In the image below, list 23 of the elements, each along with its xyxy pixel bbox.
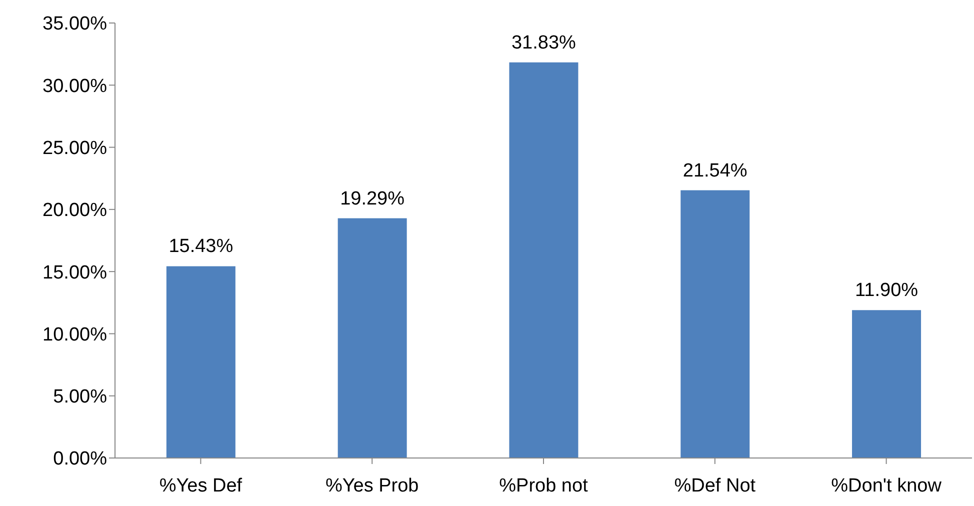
bar xyxy=(680,190,750,458)
data-label: 31.83% xyxy=(511,32,576,54)
bar xyxy=(166,266,236,458)
y-tick-label: 5.00% xyxy=(53,386,108,408)
x-tick-label: %Yes Prob xyxy=(325,475,419,496)
data-label: 15.43% xyxy=(168,236,234,258)
y-tick-label: 20.00% xyxy=(42,200,108,222)
y-tick-label: 10.00% xyxy=(42,324,108,346)
data-label: 21.54% xyxy=(682,160,748,182)
y-tick-label: 25.00% xyxy=(42,138,108,160)
data-label: 11.90% xyxy=(855,280,918,302)
data-label: 19.29% xyxy=(340,188,405,210)
y-tick-label: 30.00% xyxy=(42,76,108,97)
x-tick-label: %Don't know xyxy=(831,475,942,496)
y-tick-label: 0.00% xyxy=(53,448,108,470)
x-tick-label: %Def Not xyxy=(674,475,756,496)
y-tick-label: 35.00% xyxy=(42,14,108,35)
bar xyxy=(509,62,578,458)
x-tick-label: %Yes Def xyxy=(159,475,243,496)
x-tick-label: %Prob not xyxy=(499,475,589,496)
bar xyxy=(338,218,407,458)
y-tick-label: 15.00% xyxy=(42,262,108,284)
bar xyxy=(852,310,922,458)
